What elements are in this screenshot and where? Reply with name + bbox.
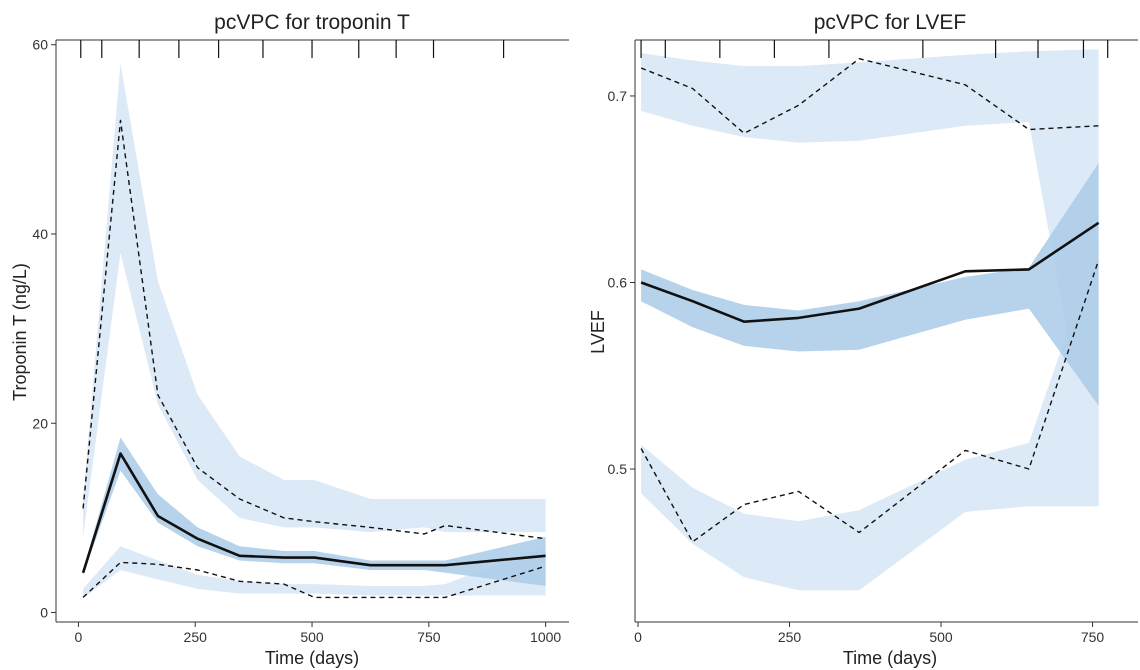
lvef-lower-prediction-band — [641, 241, 1099, 591]
lvef-upper-prediction-band — [641, 49, 1099, 507]
lvef-median-prediction-band — [641, 163, 1099, 406]
troponin-y-tick-label: 60 — [32, 37, 48, 53]
lvef-chart-title: pcVPC for LVEF — [814, 11, 967, 34]
lvef-panel: pcVPC for LVEF Time (days) LVEF 0 250 500 7… — [588, 11, 1138, 668]
lvef-x-axis-title: Time (days) — [843, 648, 937, 668]
lvef-observed-upper-percentile-line — [640, 58, 1099, 135]
troponin-x-tick-label: 1000 — [530, 629, 561, 645]
troponin-y-tick-label: 40 — [32, 226, 48, 242]
lvef-x-tick-label: 0 — [634, 629, 642, 645]
lvef-observed-median-line — [640, 221, 1100, 324]
troponin-x-tick-label: 0 — [75, 629, 83, 645]
lvef-observed-lower-percentile-line — [640, 259, 1100, 543]
lvef-x-tick-label: 250 — [778, 629, 802, 645]
troponin-x-tick-label: 500 — [300, 629, 324, 645]
troponin-upper-prediction-band — [83, 63, 546, 537]
lvef-plot-area: 0 250 500 750 0.5 0.6 0.7 — [608, 39, 1138, 645]
troponin-x-tick-label: 750 — [417, 629, 441, 645]
lvef-x-tick-label: 750 — [1081, 629, 1105, 645]
troponin-panel: pcVPC for troponin T Time (days) Troponi… — [10, 11, 569, 668]
troponin-y-tick-label: 20 — [32, 415, 48, 431]
lvef-y-tick-label: 0.5 — [608, 461, 628, 477]
troponin-chart-title: pcVPC for troponin T — [214, 11, 410, 34]
troponin-x-tick-label: 250 — [184, 629, 208, 645]
lvef-y-axis-title: LVEF — [588, 310, 608, 354]
troponin-y-tick-label: 0 — [40, 605, 48, 621]
troponin-lower-prediction-band — [83, 546, 546, 599]
troponin-x-axis-title: Time (days) — [265, 648, 359, 668]
troponin-observed-median-line — [81, 452, 546, 574]
troponin-plot-area: 0 250 500 750 1000 0 20 40 60 — [32, 37, 569, 645]
lvef-x-tick-label: 500 — [929, 629, 953, 645]
lvef-y-tick-label: 0.6 — [608, 275, 628, 291]
troponin-observed-lower-percentile-line — [82, 561, 546, 599]
lvef-y-tick-label: 0.7 — [608, 88, 628, 104]
troponin-y-axis-title: Troponin T (ng/L) — [10, 263, 30, 401]
troponin-observed-upper-percentile-line — [82, 119, 546, 540]
